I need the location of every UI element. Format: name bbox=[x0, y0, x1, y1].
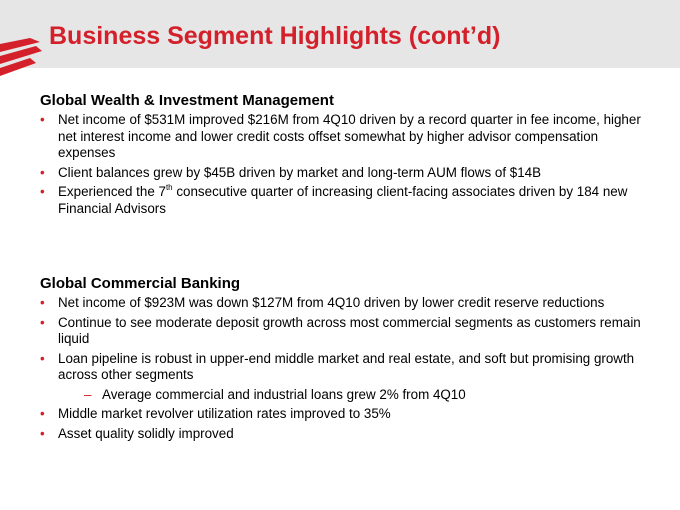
section-heading: Global Commercial Banking bbox=[40, 275, 241, 292]
section: Global Commercial Banking Net income of … bbox=[40, 275, 645, 445]
slide-title: Business Segment Highlights (cont’d) bbox=[49, 22, 501, 50]
sub-bullet: Average commercial and industrial loans … bbox=[40, 387, 645, 404]
bullet: Middle market revolver utilization rates… bbox=[40, 406, 645, 423]
superscript: th bbox=[165, 183, 173, 192]
bullet: Client balances grew by $45B driven by m… bbox=[40, 165, 645, 182]
bullet: Loan pipeline is robust in upper-end mid… bbox=[40, 351, 645, 404]
bullet-text: Experienced the 7 bbox=[58, 184, 166, 199]
bullet: Net income of $531M improved $216M from … bbox=[40, 112, 645, 162]
bullet: Experienced the 7th consecutive quarter … bbox=[40, 184, 645, 217]
logo bbox=[0, 38, 42, 76]
section: Global Wealth & Investment Management Ne… bbox=[40, 92, 645, 220]
bullet: Asset quality solidly improved bbox=[40, 426, 645, 443]
bullet-text: Loan pipeline is robust in upper-end mid… bbox=[58, 350, 635, 383]
bullet-text: consecutive quarter of increasing client… bbox=[58, 184, 628, 216]
bullet: Continue to see moderate deposit growth … bbox=[40, 315, 645, 348]
section-heading: Global Wealth & Investment Management bbox=[40, 92, 334, 109]
bullet: Net income of $923M was down $127M from … bbox=[40, 295, 645, 312]
header-band bbox=[0, 0, 680, 68]
